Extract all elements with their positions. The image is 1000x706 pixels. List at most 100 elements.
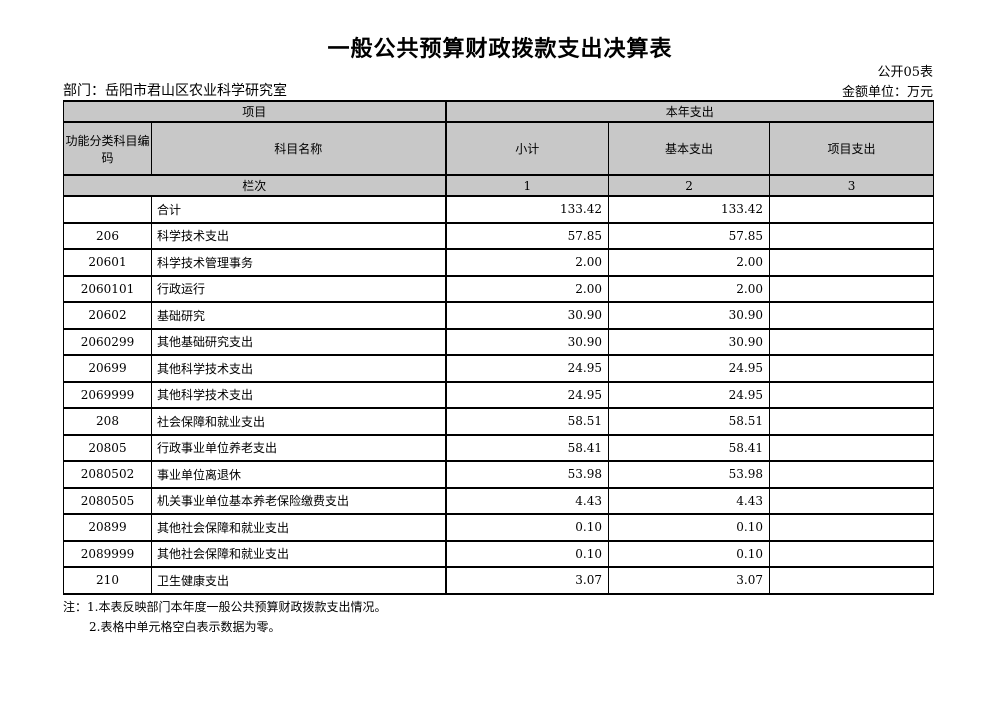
cell-code: 20805	[63, 433, 152, 462]
table-row: 2060101 行政运行 2.00 2.00	[63, 274, 935, 303]
cell-project	[769, 301, 935, 330]
header-index-row: 栏次 1 2 3	[62, 174, 935, 197]
cell-project	[769, 513, 935, 542]
cell-subtotal: 3.07	[444, 566, 610, 595]
header-index-3: 3	[769, 174, 935, 197]
cell-basic: 24.95	[608, 354, 771, 383]
cell-name: 行政事业单位养老支出	[150, 433, 447, 462]
table-row: 210 卫生健康支出 3.07 3.07	[63, 566, 935, 595]
cell-project	[769, 460, 935, 489]
cell-name: 社会保障和就业支出	[150, 407, 447, 436]
cell-code: 20602	[63, 301, 152, 330]
header-col-name: 科目名称	[150, 121, 447, 176]
cell-basic: 4.43	[608, 486, 771, 515]
cell-project	[769, 407, 935, 436]
cell-basic: 58.41	[608, 433, 771, 462]
table-row: 合计 133.42 133.42	[63, 195, 935, 224]
cell-subtotal: 2.00	[444, 248, 610, 277]
cell-basic: 30.90	[608, 327, 771, 356]
note-text-1: 1.本表反映部门本年度一般公共预算财政拨款支出情况。	[87, 600, 387, 614]
cell-subtotal: 30.90	[444, 301, 610, 330]
table-row: 20601 科学技术管理事务 2.00 2.00	[63, 248, 935, 277]
table-row: 20805 行政事业单位养老支出 58.41 58.41	[63, 433, 935, 462]
cell-basic: 2.00	[608, 248, 771, 277]
cell-project	[769, 354, 935, 383]
cell-name: 科学技术支出	[150, 221, 447, 250]
notes: 注：1.本表反映部门本年度一般公共预算财政拨款支出情况。 2.表格中单元格空白表…	[63, 597, 386, 637]
meta-row: 部门：岳阳市君山区农业科学研究室 金额单位：万元	[63, 80, 933, 100]
header-index-label: 栏次	[62, 174, 447, 197]
table-row: 20602 基础研究 30.90 30.90	[63, 301, 935, 330]
table-row: 20899 其他社会保障和就业支出 0.10 0.10	[63, 513, 935, 542]
cell-code: 20699	[63, 354, 152, 383]
cell-code: 2089999	[63, 539, 152, 568]
cell-name: 行政运行	[150, 274, 447, 303]
cell-basic: 0.10	[608, 513, 771, 542]
note-text-2: 2.表格中单元格空白表示数据为零。	[89, 620, 281, 634]
cell-name: 其他科学技术支出	[150, 380, 447, 409]
page-title: 一般公共预算财政拨款支出决算表	[327, 36, 673, 62]
cell-subtotal: 53.98	[444, 460, 610, 489]
header-group-row: 项目 本年支出	[62, 100, 935, 123]
cell-name: 卫生健康支出	[150, 566, 447, 595]
department-label: 部门：岳阳市君山区农业科学研究室	[63, 83, 287, 99]
note-line-1: 注：1.本表反映部门本年度一般公共预算财政拨款支出情况。	[63, 597, 386, 617]
cell-code: 20899	[63, 513, 152, 542]
cell-subtotal: 0.10	[444, 539, 610, 568]
cell-name: 机关事业单位基本养老保险缴费支出	[150, 486, 447, 515]
note-prefix: 注：	[63, 600, 88, 614]
header-index-2: 2	[608, 174, 771, 197]
cell-name: 其他基础研究支出	[150, 327, 447, 356]
cell-code: 2060101	[63, 274, 152, 303]
cell-code: 2080502	[63, 460, 152, 489]
header-col-project: 项目支出	[769, 121, 935, 176]
cell-basic: 24.95	[608, 380, 771, 409]
cell-code: 2069999	[63, 380, 152, 409]
cell-project	[769, 327, 935, 356]
cell-name: 合计	[150, 195, 447, 224]
unit-label: 金额单位：万元	[841, 85, 933, 100]
cell-subtotal: 30.90	[444, 327, 610, 356]
header-col-code: 功能分类科目编码	[63, 121, 152, 176]
table-row: 2060299 其他基础研究支出 30.90 30.90	[63, 327, 935, 356]
cell-name: 基础研究	[150, 301, 447, 330]
header-columns-row: 功能分类科目编码 科目名称 小计 基本支出 项目支出	[63, 121, 935, 176]
table-body: 合计 133.42 133.42 206 科学技术支出 57.85 57.85 20601 科学…	[63, 195, 935, 595]
cell-subtotal: 2.00	[444, 274, 610, 303]
cell-project	[769, 221, 935, 250]
cell-project	[769, 248, 935, 277]
cell-code: 2060299	[63, 327, 152, 356]
cell-subtotal: 58.41	[444, 433, 610, 462]
cell-project	[769, 274, 935, 303]
header-col-basic: 基本支出	[608, 121, 771, 176]
cell-name: 科学技术管理事务	[150, 248, 447, 277]
cell-basic: 3.07	[608, 566, 771, 595]
cell-subtotal: 58.51	[444, 407, 610, 436]
header-group-item: 项目	[62, 100, 447, 123]
header-col-subtotal: 小计	[444, 121, 610, 176]
cell-basic: 2.00	[608, 274, 771, 303]
cell-basic: 30.90	[608, 301, 771, 330]
cell-basic: 57.85	[608, 221, 771, 250]
table-row: 2069999 其他科学技术支出 24.95 24.95	[63, 380, 935, 409]
note-line-2: 2.表格中单元格空白表示数据为零。	[89, 617, 386, 637]
cell-code: 208	[63, 407, 152, 436]
cell-subtotal: 133.42	[444, 195, 610, 224]
cell-basic: 58.51	[608, 407, 771, 436]
header-group-year: 本年支出	[444, 100, 935, 123]
table-row: 2080502 事业单位离退休 53.98 53.98	[63, 460, 935, 489]
cell-subtotal: 4.43	[444, 486, 610, 515]
table-row: 20699 其他科学技术支出 24.95 24.95	[63, 354, 935, 383]
cell-subtotal: 0.10	[444, 513, 610, 542]
cell-project	[769, 433, 935, 462]
cell-project	[769, 566, 935, 595]
cell-project	[769, 486, 935, 515]
table-row: 2089999 其他社会保障和就业支出 0.10 0.10	[63, 539, 935, 568]
cell-name: 其他科学技术支出	[150, 354, 447, 383]
cell-subtotal: 24.95	[444, 380, 610, 409]
cell-code: 2080505	[63, 486, 152, 515]
cell-code: 206	[63, 221, 152, 250]
cell-basic: 133.42	[608, 195, 771, 224]
cell-project	[769, 539, 935, 568]
sheet-code-label: 公开05表	[877, 65, 933, 80]
